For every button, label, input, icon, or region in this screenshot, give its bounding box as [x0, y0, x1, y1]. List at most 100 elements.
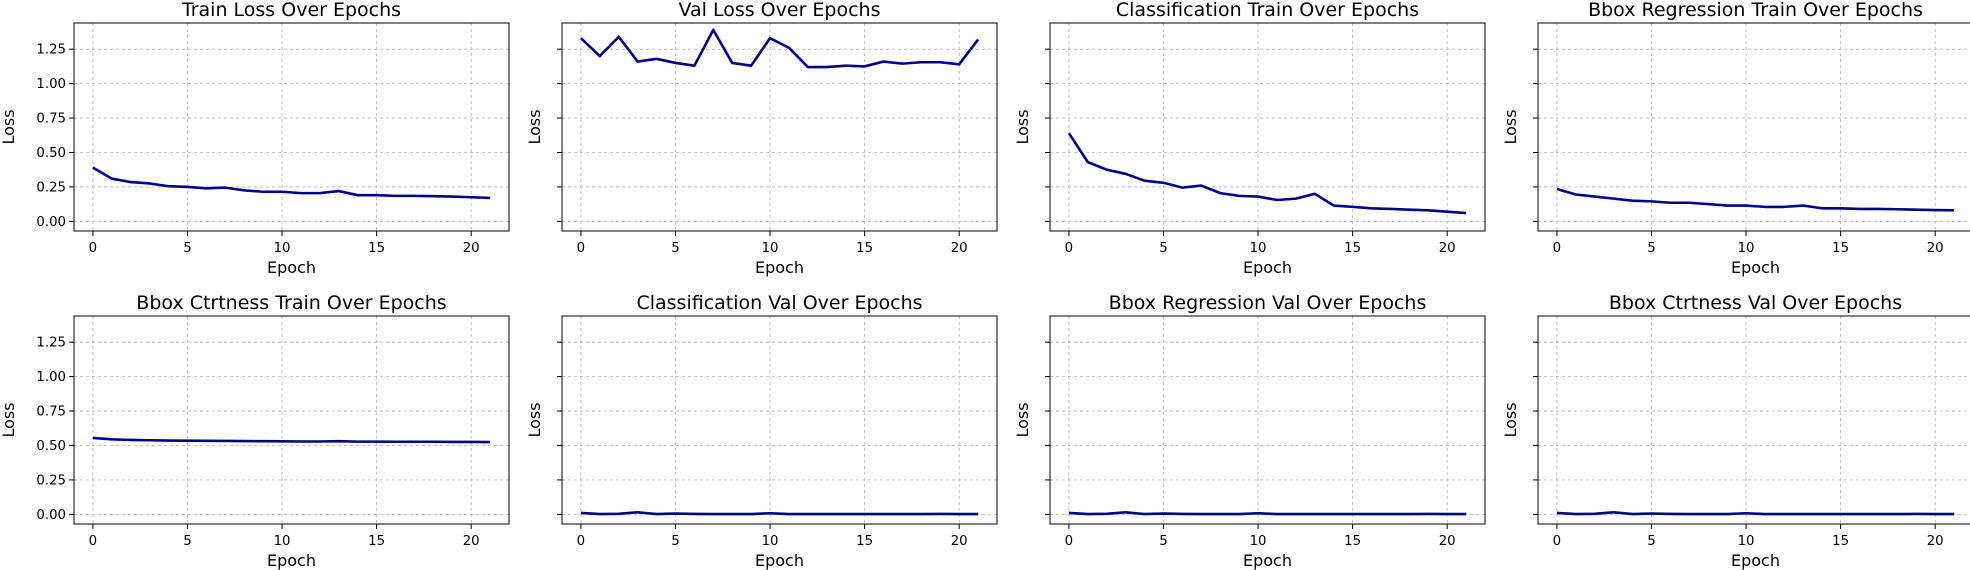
x-tick-label: 10	[1250, 241, 1267, 256]
chart-title: Bbox Regression Train Over Epochs	[1588, 0, 1923, 21]
x-tick-label: 15	[856, 534, 873, 549]
y-axis-label: Loss	[0, 109, 18, 144]
x-tick-label: 20	[463, 241, 480, 256]
subplot-2: 0 5 10 15 20 Val Loss Over Epochs Epoch Loss	[525, 0, 998, 277]
x-tick-label: 5	[1159, 534, 1167, 549]
y-axis-label: Loss	[0, 402, 18, 437]
chart-title: Bbox Regression Val Over Epochs	[1109, 292, 1427, 314]
chart-title: Classification Train Over Epochs	[1116, 0, 1419, 21]
x-tick-label: 10	[762, 241, 779, 256]
subplot-6: 0 5 10 15 20 Classification Val Over Epochs Ep…	[525, 292, 998, 570]
x-tick-label: 10	[274, 534, 291, 549]
x-tick-label: 20	[951, 241, 968, 256]
chart-title: Val Loss Over Epochs	[678, 0, 880, 21]
y-axis-label: Loss	[1013, 109, 1032, 144]
y-tick-label: 1.25	[36, 336, 66, 351]
x-axis-label: Epoch	[1731, 551, 1780, 570]
series-line	[92, 436, 491, 444]
y-tick-label: 1.00	[36, 370, 66, 385]
y-axis-label: Loss	[1013, 402, 1032, 437]
y-tick-label: 0.75	[36, 112, 66, 127]
series-line	[1556, 510, 1955, 516]
plot-frame	[1049, 315, 1486, 525]
chart-title: Train Loss Over Epochs	[181, 0, 401, 21]
subplot-8: 0 5 10 15 20 Bbox Ctrtness Val Over Epochs Epo…	[1501, 292, 1970, 570]
x-tick-label: 15	[368, 534, 385, 549]
y-tick-label: 1.25	[36, 43, 66, 58]
subplot-4: 0 5 10 15 20 Bbox Regression Train Over Epoch…	[1501, 0, 1970, 277]
x-tick-label: 10	[1250, 534, 1267, 549]
x-tick-label: 10	[274, 241, 291, 256]
x-tick-label: 0	[1065, 241, 1073, 256]
x-axis-label: Epoch	[267, 258, 316, 277]
y-tick-label: 0.75	[36, 405, 66, 420]
x-tick-label: 20	[1927, 534, 1944, 549]
x-tick-label: 15	[856, 241, 873, 256]
x-axis-label: Epoch	[267, 551, 316, 570]
y-axis-label: Loss	[525, 402, 544, 437]
x-tick-label: 15	[1832, 241, 1849, 256]
x-tick-label: 0	[1065, 534, 1073, 549]
plot-frame	[73, 22, 510, 232]
plot-frame	[73, 315, 510, 525]
subplot-3: 0 5 10 15 20 Classification Train Over Epochs…	[1013, 0, 1486, 277]
x-tick-label: 0	[577, 534, 585, 549]
series-line	[1067, 132, 1467, 215]
series-line	[580, 510, 979, 516]
x-tick-label: 0	[1553, 534, 1561, 549]
plot-frame	[1537, 22, 1970, 232]
x-tick-label: 0	[1553, 241, 1561, 256]
y-tick-label: 0.25	[36, 180, 66, 195]
x-tick-label: 20	[463, 534, 480, 549]
x-tick-label: 5	[671, 241, 679, 256]
x-tick-label: 20	[1439, 534, 1456, 549]
x-tick-label: 15	[1344, 534, 1361, 549]
plot-frame	[561, 315, 998, 525]
x-tick-label: 20	[1439, 241, 1456, 256]
x-tick-label: 5	[1647, 534, 1655, 549]
subplot-1: 0 5 10 15 20 0.00 0.25 0.50 0.75 1.00 1.25 Train Lo…	[0, 0, 510, 277]
y-tick-label: 0.25	[36, 473, 66, 488]
x-tick-label: 5	[183, 241, 191, 256]
x-tick-label: 5	[671, 534, 679, 549]
y-tick-label: 0.00	[36, 508, 66, 523]
chart-title: Bbox Ctrtness Train Over Epochs	[136, 292, 446, 314]
x-tick-label: 15	[1344, 241, 1361, 256]
x-tick-label: 0	[577, 241, 585, 256]
y-tick-label: 0.50	[36, 439, 66, 454]
x-tick-label: 10	[762, 534, 779, 549]
x-tick-label: 15	[368, 241, 385, 256]
series-line	[580, 28, 980, 69]
x-tick-label: 5	[183, 534, 191, 549]
y-tick-label: 0.00	[36, 215, 66, 230]
x-tick-label: 5	[1159, 241, 1167, 256]
x-tick-label: 20	[1927, 241, 1944, 256]
chart-title: Classification Val Over Epochs	[636, 292, 922, 314]
y-axis-label: Loss	[525, 109, 544, 144]
y-axis-label: Loss	[1501, 402, 1520, 437]
series-line	[1556, 187, 1955, 212]
subplot-7: 0 5 10 15 20 Bbox Regression Val Over Epochs E…	[1013, 292, 1486, 570]
y-tick-label: 1.00	[36, 77, 66, 92]
x-axis-label: Epoch	[755, 551, 804, 570]
x-axis-label: Epoch	[1243, 258, 1292, 277]
x-axis-label: Epoch	[1731, 258, 1780, 277]
subplot-5: 0 5 10 15 20 0.00 0.25 0.50 0.75 1.00 1.25 Bbox Ctr…	[0, 292, 510, 570]
y-axis-label: Loss	[1501, 109, 1520, 144]
x-tick-label: 10	[1738, 241, 1755, 256]
x-axis-label: Epoch	[1243, 551, 1292, 570]
plot-frame	[1537, 315, 1970, 525]
x-tick-label: 20	[951, 534, 968, 549]
y-tick-label: 0.50	[36, 146, 66, 161]
plot-frame	[1049, 22, 1486, 232]
x-tick-label: 5	[1647, 241, 1655, 256]
series-line	[92, 166, 491, 200]
x-axis-label: Epoch	[755, 258, 804, 277]
x-tick-label: 15	[1832, 534, 1849, 549]
x-tick-label: 10	[1738, 534, 1755, 549]
series-line	[1068, 510, 1467, 516]
x-tick-label: 0	[89, 534, 97, 549]
chart-title: Bbox Ctrtness Val Over Epochs	[1609, 292, 1902, 314]
plot-frame	[561, 22, 998, 232]
